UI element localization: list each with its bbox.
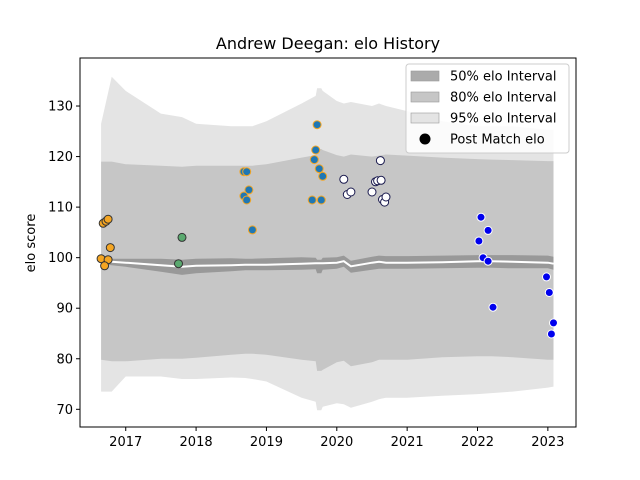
elo-point [242, 167, 252, 177]
elo-point [549, 318, 558, 328]
elo-point [483, 256, 493, 266]
elo-point [105, 243, 115, 253]
elo-point [476, 212, 486, 222]
legend-marker [419, 133, 431, 145]
band-50 [101, 255, 554, 275]
chart-title: Andrew Deegan: elo History [216, 34, 440, 53]
elo-point [488, 302, 498, 312]
x-tick-label: 2023 [531, 435, 564, 450]
elo-point [247, 225, 257, 235]
elo-point [381, 192, 391, 202]
elo-point [311, 145, 321, 155]
x-tick-label: 2018 [180, 435, 213, 450]
plot-frame [79, 57, 577, 428]
elo-point [312, 120, 322, 130]
legend-label: Post Match elo [450, 133, 545, 148]
y-tick-label: 110 [48, 201, 73, 216]
y-tick-label: 130 [48, 100, 73, 115]
y-tick-label: 120 [48, 150, 73, 165]
elo-point [474, 236, 484, 246]
legend-swatch [410, 70, 440, 82]
y-tick-label: 70 [56, 403, 73, 418]
elo-point [314, 164, 324, 174]
elo-point [483, 225, 493, 235]
elo-point [242, 195, 252, 205]
elo-point [376, 175, 386, 185]
x-tick-label: 2021 [391, 435, 424, 450]
elo-point [375, 156, 385, 166]
elo-point [100, 261, 110, 271]
legend-swatch [410, 91, 440, 103]
elo-point [546, 329, 556, 339]
interval-bands [101, 76, 554, 411]
y-tick-label: 80 [56, 352, 73, 367]
elo-point [544, 288, 554, 297]
legend-swatch [410, 112, 440, 124]
median-line [101, 260, 554, 268]
elo-point [309, 155, 319, 165]
elo-point [542, 272, 551, 282]
x-tick-label: 2020 [320, 435, 353, 450]
x-axis: 2017 2018 2019 2020 2021 2022 2023 [109, 427, 564, 450]
elo-point [177, 232, 187, 242]
elo-point [103, 214, 113, 224]
elo-point [244, 185, 254, 195]
elo-point [367, 187, 377, 197]
legend-box [405, 63, 570, 154]
y-axis-label: elo score [24, 214, 39, 273]
legend-label: 50% elo Interval [450, 70, 557, 85]
elo-point [346, 187, 356, 197]
x-tick-label: 2019 [250, 435, 283, 450]
post-match-points [96, 120, 558, 339]
elo-point [339, 174, 349, 184]
y-tick-label: 100 [48, 251, 73, 266]
elo-point [316, 195, 326, 205]
legend-label: 95% elo Interval [450, 112, 557, 127]
x-tick-label: 2022 [461, 435, 494, 450]
legend-label: 80% elo Interval [450, 91, 557, 106]
elo-point [318, 171, 328, 181]
y-axis: 70 80 90 100 110 120 130 [48, 100, 80, 418]
y-tick-label: 90 [56, 302, 73, 317]
x-tick-label: 2017 [109, 435, 142, 450]
elo-point [307, 195, 317, 205]
elo-point [174, 259, 183, 269]
legend: 50% elo Interval 80% elo Interval 95% elo … [405, 63, 570, 154]
